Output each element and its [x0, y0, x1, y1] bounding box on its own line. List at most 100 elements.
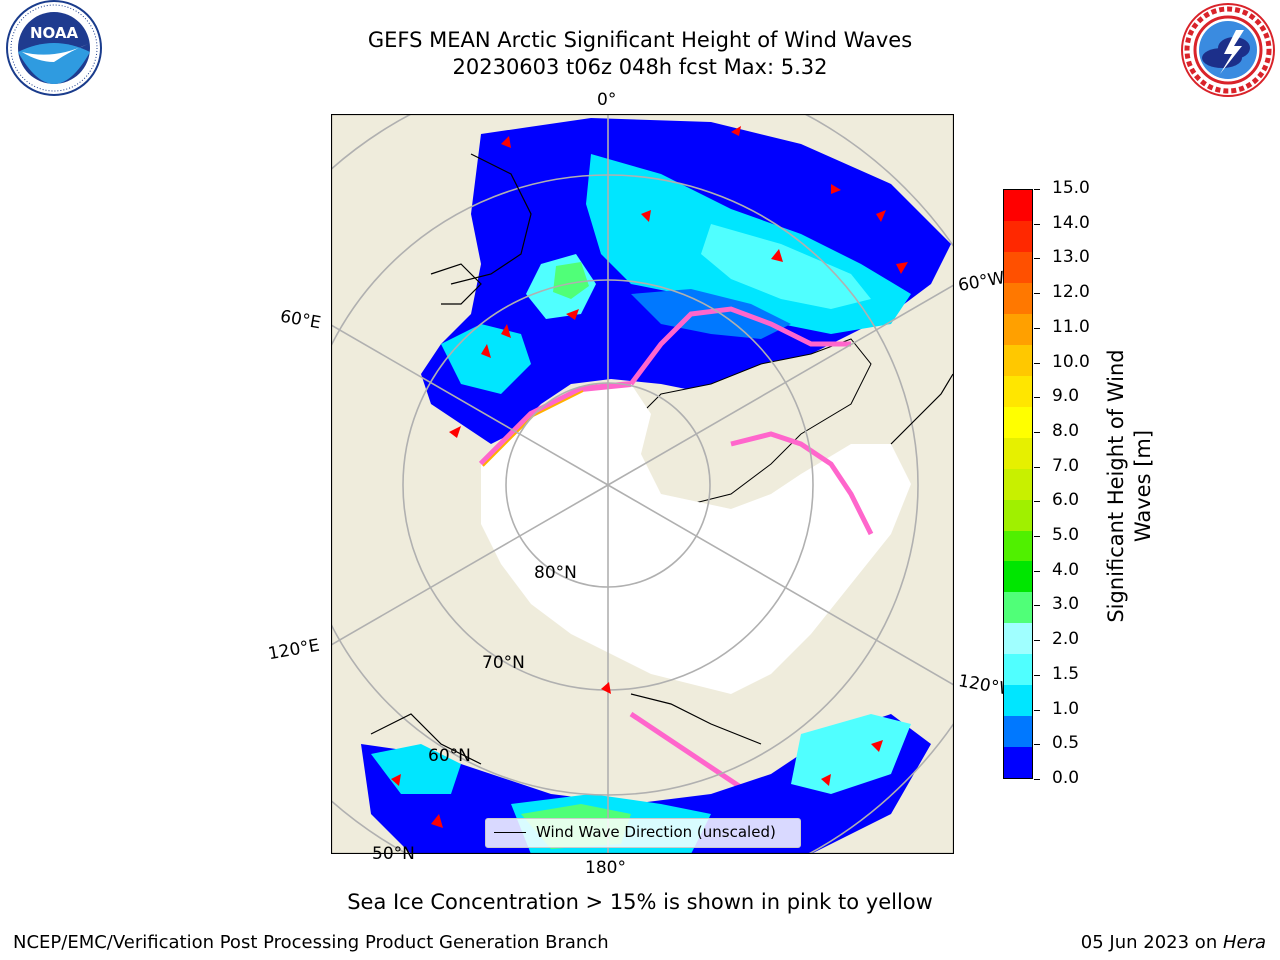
colorbar-segment — [1004, 375, 1032, 407]
meridian-60w — [607, 284, 954, 486]
meridian-120e — [331, 484, 609, 646]
wave-arrow — [601, 682, 611, 694]
colorbar-label-line1: Significant Height of Wind — [1104, 349, 1128, 623]
colorbar-segment — [1004, 468, 1032, 500]
colorbar-tick-label: 12.0 — [1052, 282, 1090, 303]
colorbar-tick-label: 4.0 — [1052, 559, 1080, 580]
arctic-sea-ice — [481, 384, 911, 694]
colorbar-tick-mark — [1034, 709, 1040, 711]
lon-label-120e: 120°E — [266, 635, 322, 665]
footer-date: 05 Jun 2023 on Hera — [1081, 932, 1266, 953]
wave-arrow — [731, 126, 741, 136]
wave-arrow — [566, 309, 579, 320]
colorbar-tick-mark — [1034, 223, 1040, 225]
map-frame — [330, 113, 955, 855]
colorbar-segment — [1004, 283, 1032, 314]
colorbar-tick-mark — [1034, 258, 1040, 260]
colorbar-segment — [1004, 716, 1032, 748]
lon-label-60e: 60°E — [278, 306, 323, 334]
colorbar-tick-mark — [1034, 674, 1040, 676]
colorbar-segment — [1004, 313, 1032, 345]
footer-date-text: 05 Jun 2023 on — [1080, 932, 1223, 953]
colorbar-tick-mark — [1034, 640, 1040, 642]
ice-edge-bering — [629, 711, 753, 797]
colorbar-tick-mark — [1034, 501, 1040, 503]
ice-edge-eurasia — [478, 381, 632, 467]
colorbar-tick-label: 1.0 — [1052, 698, 1080, 719]
ice-edge-greenland — [629, 306, 851, 386]
legend-line-icon — [494, 832, 526, 833]
wave-arrow — [641, 210, 651, 222]
footer-host: Hera — [1222, 932, 1266, 953]
colorbar-tick-label: 7.0 — [1052, 455, 1080, 476]
colorbar-tick-mark — [1034, 744, 1040, 746]
colorbar-tick-mark — [1034, 779, 1040, 780]
wave-field-kara — [441, 324, 531, 394]
colorbar-segment — [1004, 252, 1032, 283]
colorbar-tick-mark — [1034, 570, 1040, 572]
wind-wave-arrows — [391, 126, 908, 828]
wave-field-gulf-alaska — [791, 714, 911, 794]
colorbar — [1003, 189, 1033, 779]
colorbar-tick-label: 6.0 — [1052, 490, 1080, 511]
wave-arrow — [821, 774, 831, 786]
colorbar-segment — [1004, 747, 1032, 778]
colorbar-segment — [1004, 561, 1032, 593]
footer-credit: NCEP/EMC/Verification Post Processing Pr… — [13, 932, 609, 953]
wave-arrow — [481, 344, 491, 358]
coastline-kamchatka — [370, 713, 482, 765]
colorbar-tick-mark — [1034, 431, 1040, 433]
wave-arrow — [871, 740, 883, 752]
colorbar-tick-mark — [1034, 293, 1040, 295]
colorbar-tick-label: 9.0 — [1052, 386, 1080, 407]
map-subtitle: 20230603 t06z 048h fcst Max: 5.32 — [452, 55, 828, 79]
sea-ice-note: Sea Ice Concentration > 15% is shown in … — [347, 890, 933, 914]
colorbar-segment — [1004, 344, 1032, 376]
colorbar-tick-label: 2.0 — [1052, 629, 1080, 650]
nws-logo — [1176, 0, 1280, 100]
colorbar-segment — [1004, 190, 1032, 222]
colorbar-label-line2: Waves [m] — [1131, 429, 1155, 543]
wave-arrow — [431, 814, 443, 828]
wave-field-atlantic-high — [701, 224, 871, 309]
colorbar-tick-label: 0.5 — [1052, 733, 1080, 754]
colorbar-ticks: 15.0 14.0 13.0 12.0 11.0 10.0 9.0 8.0 7.0 6.0 5.0 4… — [1034, 178, 1114, 788]
wave-arrow — [391, 774, 401, 786]
coastline-svalbard — [430, 263, 482, 305]
map-title: GEFS MEAN Arctic Significant Height of W… — [367, 28, 913, 52]
colorbar-segment — [1004, 406, 1032, 438]
colorbar-segment — [1004, 530, 1032, 562]
noaa-logo-text: NOAA — [30, 24, 79, 42]
colorbar-tick-mark — [1034, 397, 1040, 399]
colorbar-tick-label: 1.5 — [1052, 663, 1080, 684]
wave-field-barents-peak — [553, 262, 589, 299]
polar-map — [330, 113, 955, 855]
colorbar-segment — [1004, 654, 1032, 686]
colorbar-segment — [1004, 499, 1032, 531]
colorbar-tick-label: 13.0 — [1052, 247, 1090, 268]
coastline-scandinavia — [450, 153, 532, 285]
colorbar-tick-mark — [1034, 605, 1040, 607]
colorbar-segment — [1004, 592, 1032, 624]
wave-arrow — [876, 210, 886, 222]
colorbar-tick-label: 5.0 — [1052, 525, 1080, 546]
meridian-60e — [331, 324, 609, 486]
wave-field-okhotsk — [371, 744, 461, 794]
lon-label-180: 180° — [585, 858, 626, 878]
map-legend: Wind Wave Direction (unscaled) — [485, 818, 801, 848]
colorbar-segments — [1004, 190, 1032, 778]
colorbar-tick-mark — [1034, 362, 1040, 364]
wave-arrow — [501, 324, 511, 338]
colorbar-tick-label: 14.0 — [1052, 212, 1090, 233]
legend-label: Wind Wave Direction (unscaled) — [536, 823, 776, 841]
colorbar-tick-mark — [1034, 536, 1040, 538]
lat-label-60n: 60°N — [428, 746, 471, 766]
colorbar-segment — [1004, 685, 1032, 717]
meridian-120w — [607, 484, 954, 686]
colorbar-tick-label: 0.0 — [1052, 768, 1080, 788]
colorbar-tick-label: 11.0 — [1052, 316, 1090, 337]
lat-label-80n: 80°N — [534, 563, 577, 583]
lat-label-50n: 50°N — [372, 844, 415, 864]
coastline-canada — [890, 373, 954, 445]
colorbar-tick-mark — [1034, 466, 1040, 468]
